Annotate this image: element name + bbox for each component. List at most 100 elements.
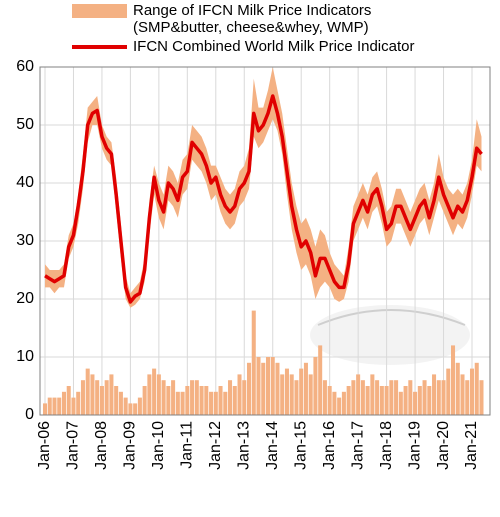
x-tick-label: Jan-15: [292, 421, 309, 470]
bar: [299, 368, 304, 415]
x-tick-label: Jan-18: [378, 421, 395, 470]
bar: [327, 386, 332, 415]
bar: [451, 345, 456, 415]
bar: [190, 380, 195, 415]
bar: [42, 403, 48, 415]
bar: [123, 397, 128, 415]
x-tick-label: Jan-13: [235, 421, 252, 470]
y-tick-label: 40: [16, 174, 34, 191]
bar: [403, 386, 408, 415]
bar: [469, 368, 475, 415]
x-tick-label: Jan-14: [264, 421, 281, 470]
x-tick-label: Jan-12: [207, 421, 224, 470]
bar: [52, 397, 57, 415]
bar: [237, 374, 242, 415]
bar: [289, 374, 294, 415]
bar: [427, 386, 432, 415]
bar: [152, 368, 157, 415]
bar: [280, 374, 285, 415]
bar: [360, 380, 365, 415]
x-tick-label: Jan-16: [321, 421, 338, 470]
bar: [104, 380, 109, 415]
bar: [436, 380, 441, 415]
bar: [398, 391, 403, 415]
bar: [441, 380, 446, 415]
bar: [128, 403, 133, 415]
bar: [284, 368, 289, 415]
bar: [308, 374, 313, 415]
x-tick-label: Jan-21: [463, 421, 480, 470]
bar: [180, 391, 185, 415]
bar: [218, 386, 223, 415]
bar: [389, 380, 394, 415]
bar: [303, 362, 308, 415]
y-tick-label: 50: [16, 116, 34, 133]
plot-frame: [39, 66, 491, 416]
bar: [432, 374, 437, 415]
bar: [147, 374, 152, 415]
bar: [118, 391, 123, 415]
bar: [85, 368, 90, 415]
bar: [99, 386, 104, 415]
bar: [356, 374, 361, 415]
bar: [446, 368, 451, 415]
bar: [246, 362, 252, 415]
legend-range-label: Range of IFCN Milk Price Indicators (SMP…: [133, 2, 372, 36]
bar: [474, 362, 479, 415]
bar: [242, 380, 247, 415]
bar: [209, 391, 214, 415]
bar: [251, 310, 256, 415]
y-tick-label: 60: [16, 58, 34, 75]
legend-line-label: IFCN Combined World Milk Price Indicator: [133, 38, 415, 55]
bar: [76, 391, 81, 415]
bar: [313, 357, 318, 415]
bar: [47, 397, 52, 415]
bar: [394, 380, 399, 415]
bar: [460, 374, 465, 415]
bar: [90, 374, 95, 415]
bar: [228, 380, 233, 415]
bar: [384, 386, 389, 415]
x-tick-label: Jan-07: [65, 421, 82, 470]
bar: [232, 386, 237, 415]
x-tick-label: Jan-09: [122, 421, 139, 470]
x-tick-label: Jan-19: [406, 421, 423, 470]
bar: [465, 380, 470, 415]
bar: [61, 391, 66, 415]
bar: [161, 380, 166, 415]
bar: [261, 362, 266, 415]
bar: [365, 386, 370, 415]
bar: [270, 357, 275, 415]
bar: [142, 386, 147, 415]
bar: [256, 357, 261, 415]
bar: [408, 380, 413, 415]
y-tick-label: 30: [16, 232, 34, 249]
watermark: [310, 305, 470, 365]
bar: [95, 380, 100, 415]
bar: [337, 397, 342, 415]
bar: [422, 380, 427, 415]
line: [44, 94, 483, 304]
bar: [194, 380, 199, 415]
bar: [332, 391, 337, 415]
bar: [341, 391, 346, 415]
bar: [204, 386, 209, 415]
bar: [413, 391, 418, 415]
bar: [71, 397, 76, 415]
bar: [479, 380, 484, 415]
x-tick-label: Jan-11: [179, 421, 196, 469]
bar: [66, 386, 71, 415]
bar: [318, 345, 323, 415]
bar: [199, 386, 204, 415]
x-tick-label: Jan-08: [93, 421, 110, 470]
bar: [370, 374, 375, 415]
bar: [185, 386, 190, 415]
bar: [375, 380, 380, 415]
bar: [346, 386, 351, 415]
bar: [166, 386, 171, 415]
bar: [133, 403, 138, 415]
x-tick-label: Jan-06: [36, 421, 53, 470]
bar: [109, 374, 114, 415]
